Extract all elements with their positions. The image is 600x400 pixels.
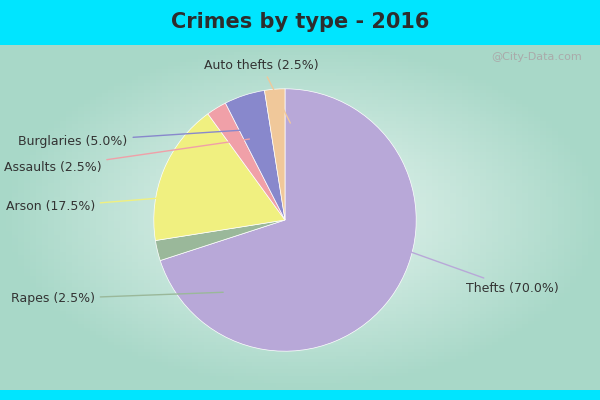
Text: Thefts (70.0%): Thefts (70.0%) — [390, 244, 559, 295]
Text: Arson (17.5%): Arson (17.5%) — [5, 194, 210, 213]
Wedge shape — [226, 90, 285, 220]
Text: Assaults (2.5%): Assaults (2.5%) — [4, 139, 250, 174]
Wedge shape — [208, 103, 285, 220]
Wedge shape — [155, 220, 285, 260]
Text: @City-Data.com: @City-Data.com — [491, 52, 582, 62]
Text: Burglaries (5.0%): Burglaries (5.0%) — [19, 128, 269, 148]
Text: Auto thefts (2.5%): Auto thefts (2.5%) — [204, 59, 319, 123]
Wedge shape — [154, 114, 285, 240]
Text: Rapes (2.5%): Rapes (2.5%) — [11, 292, 223, 305]
Wedge shape — [265, 89, 285, 220]
Text: Crimes by type - 2016: Crimes by type - 2016 — [171, 12, 429, 32]
Wedge shape — [160, 89, 416, 351]
